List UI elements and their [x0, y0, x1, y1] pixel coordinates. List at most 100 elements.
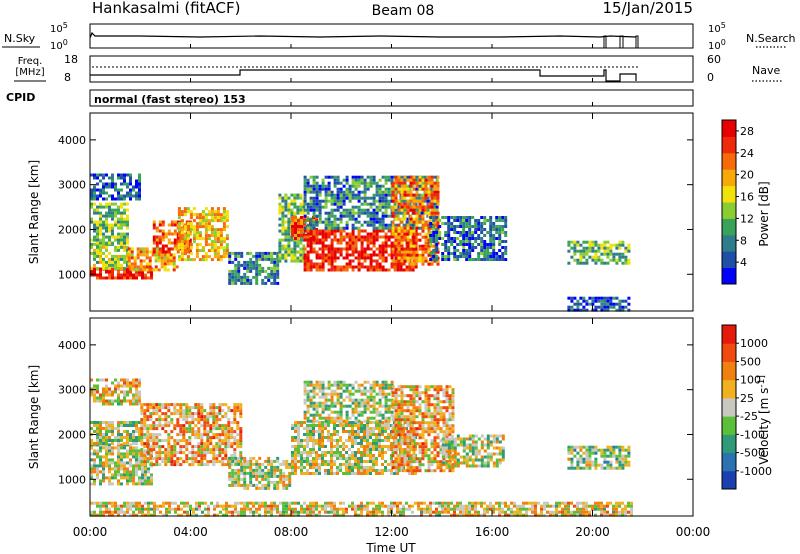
scatter-cell — [406, 187, 410, 191]
scatter-cell — [111, 467, 114, 471]
scatter-cell — [391, 466, 395, 470]
scatter-cell — [321, 392, 325, 396]
scatter-cell — [146, 403, 150, 407]
scatter-cell — [363, 253, 367, 257]
scatter-cell — [381, 247, 385, 251]
scatter-cell — [200, 415, 204, 419]
scatter-cell — [403, 175, 407, 179]
scatter-cell — [237, 269, 241, 273]
scatter-cell — [456, 216, 460, 219]
scatter-cell — [169, 256, 173, 260]
scatter-cell — [624, 255, 628, 259]
scatter-cell — [146, 436, 150, 440]
scatter-cell — [397, 235, 401, 239]
scatter-cell — [330, 389, 334, 393]
scatter-cell — [145, 250, 149, 254]
scatter-cell — [429, 234, 433, 237]
scatter-cell — [102, 241, 105, 245]
scatter-cell — [287, 226, 291, 230]
scatter-cell — [381, 259, 385, 263]
scatter-cell — [222, 255, 226, 259]
scatter-cell — [179, 430, 183, 434]
scatter-cell — [400, 256, 404, 260]
scatter-cell — [391, 193, 395, 197]
scatter-cell — [212, 406, 216, 410]
scatter-cell — [483, 234, 487, 237]
scatter-cell — [246, 266, 250, 270]
scatter-cell — [126, 238, 129, 242]
scatter-cell — [381, 451, 384, 454]
scatter-cell — [468, 246, 472, 249]
scatter-cell — [351, 175, 355, 179]
scatter-cell — [498, 240, 502, 243]
scatter-cell — [312, 208, 316, 212]
scatter-cell — [105, 202, 108, 206]
scatter-cell — [357, 436, 360, 439]
scatter-cell — [164, 406, 168, 410]
scatter-cell — [135, 194, 138, 198]
scatter-cell — [309, 451, 312, 454]
scatter-cell — [170, 436, 174, 440]
scatter-cell — [609, 243, 613, 247]
scatter-cell — [170, 460, 174, 464]
scatter-cell — [201, 246, 205, 250]
scatter-cell — [351, 457, 354, 460]
scatter-cell — [212, 463, 216, 467]
scatter-cell — [405, 457, 408, 460]
scatter-cell — [450, 240, 454, 243]
scatter-cell — [321, 184, 325, 188]
scatter-cell — [474, 222, 478, 225]
scatter-cell — [306, 229, 310, 233]
scatter-cell — [150, 452, 153, 456]
scatter-cell — [375, 427, 378, 430]
scatter-cell — [126, 202, 129, 206]
scatter-cell — [333, 472, 336, 475]
scatter-cell — [96, 276, 99, 280]
scatter-cell — [102, 188, 105, 192]
scatter-cell — [436, 220, 440, 224]
scatter-cell — [182, 433, 186, 437]
scatter-cell — [394, 403, 398, 407]
scatter-cell — [108, 470, 111, 474]
scatter-cell — [315, 413, 319, 417]
scatter-cell — [394, 412, 398, 416]
scatter-cell — [391, 184, 395, 188]
scatter-cell — [309, 268, 313, 272]
scatter-cell — [276, 486, 280, 490]
scatter-cell — [276, 269, 280, 273]
scatter-cell — [291, 454, 294, 457]
scatter-cell — [302, 205, 306, 209]
scatter-cell — [177, 222, 181, 226]
scatter-cell — [501, 240, 505, 243]
scatter-cell — [360, 472, 363, 475]
scatter-cell — [111, 197, 114, 201]
scatter-cell — [158, 235, 162, 239]
scatter-cell — [327, 433, 330, 436]
scatter-cell — [93, 226, 96, 230]
scatter-cell — [255, 486, 259, 490]
scatter-cell — [200, 403, 204, 407]
freq-label-line1: Freq. — [18, 56, 43, 67]
scatter-cell — [206, 439, 210, 443]
scatter-cell — [225, 249, 229, 253]
scatter-cell — [384, 175, 388, 179]
scatter-cell — [111, 381, 114, 385]
scatter-cell — [360, 211, 364, 215]
scatter-cell — [369, 256, 373, 260]
scatter-cell — [394, 445, 398, 449]
scatter-cell — [284, 253, 288, 257]
scatter-cell — [330, 433, 333, 436]
scatter-cell — [93, 399, 96, 403]
scatter-cell — [339, 199, 343, 203]
scatter-cell — [93, 430, 96, 433]
scatter-cell — [318, 416, 322, 420]
scatter-cell — [105, 197, 108, 201]
scatter-cell — [336, 466, 339, 469]
scatter-cell — [114, 470, 117, 474]
scatter-cell — [357, 208, 361, 212]
scatter-cell — [468, 243, 472, 246]
scatter-cell — [318, 386, 322, 390]
scatter-cell — [462, 249, 466, 252]
scatter-cell — [143, 445, 147, 449]
scatter-cell — [360, 190, 364, 194]
